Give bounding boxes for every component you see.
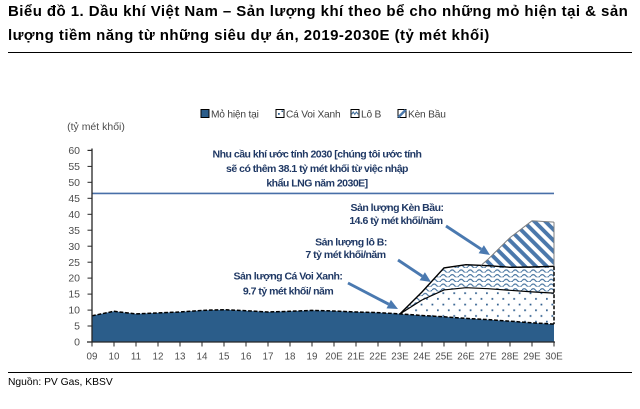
- svg-text:Mỏ hiện tại: Mỏ hiện tại: [211, 109, 259, 121]
- svg-text:26E: 26E: [457, 352, 475, 363]
- svg-text:15: 15: [219, 352, 230, 363]
- svg-text:10: 10: [109, 352, 120, 363]
- svg-text:28E: 28E: [501, 352, 519, 363]
- svg-text:25E: 25E: [435, 352, 453, 363]
- svg-text:20: 20: [68, 273, 80, 285]
- svg-text:40: 40: [68, 209, 80, 221]
- svg-text:30: 30: [68, 241, 80, 253]
- svg-text:Sản lượng Kèn Bầu:: Sản lượng Kèn Bầu:: [351, 202, 444, 214]
- svg-text:5: 5: [74, 321, 80, 333]
- svg-text:50: 50: [68, 177, 80, 189]
- svg-text:11: 11: [131, 352, 141, 363]
- svg-text:Nhu cầu khí ước tính 2030 [chú: Nhu cầu khí ước tính 2030 [chúng tôi ước…: [213, 149, 422, 161]
- svg-text:sẽ có thêm 38.1 tỷ mét khối từ: sẽ có thêm 38.1 tỷ mét khối từ việc nhập: [226, 163, 408, 175]
- svg-text:17: 17: [263, 352, 274, 363]
- svg-text:21E: 21E: [347, 352, 365, 363]
- svg-text:10: 10: [68, 305, 80, 317]
- svg-text:14: 14: [197, 352, 208, 363]
- svg-text:25: 25: [68, 257, 80, 269]
- svg-text:12: 12: [153, 352, 164, 363]
- svg-text:(tỷ mét khối): (tỷ mét khối): [67, 121, 125, 133]
- svg-text:22E: 22E: [369, 352, 387, 363]
- svg-text:15: 15: [68, 289, 80, 301]
- svg-text:19: 19: [307, 352, 318, 363]
- svg-text:30E: 30E: [545, 352, 563, 363]
- svg-text:16: 16: [241, 352, 252, 363]
- svg-text:khẩu LNG năm 2030E]: khẩu LNG năm 2030E]: [266, 178, 367, 190]
- svg-text:60: 60: [68, 145, 80, 157]
- svg-text:7 tỷ mét khối/năm: 7 tỷ mét khối/năm: [305, 249, 385, 261]
- svg-text:Cá Voi Xanh: Cá Voi Xanh: [286, 110, 340, 121]
- svg-text:55: 55: [68, 161, 80, 173]
- svg-text:Sản lượng lô B:: Sản lượng lô B:: [315, 237, 387, 249]
- svg-text:14.6 tỷ mét khối/năm: 14.6 tỷ mét khối/năm: [349, 215, 442, 227]
- svg-text:Kèn Bầu: Kèn Bầu: [408, 109, 446, 121]
- svg-text:20E: 20E: [325, 352, 343, 363]
- svg-text:29E: 29E: [523, 352, 541, 363]
- svg-text:27E: 27E: [479, 352, 497, 363]
- svg-text:0: 0: [74, 337, 80, 349]
- svg-text:13: 13: [175, 352, 186, 363]
- svg-text:45: 45: [68, 193, 80, 205]
- svg-text:Sản lượng Cá Voi Xanh:: Sản lượng Cá Voi Xanh:: [234, 271, 343, 283]
- svg-text:35: 35: [68, 225, 80, 237]
- svg-text:9.7 tỷ mét khối/ năm: 9.7 tỷ mét khối/ năm: [243, 286, 334, 298]
- svg-text:24E: 24E: [413, 352, 431, 363]
- svg-text:09: 09: [87, 352, 98, 363]
- svg-text:18: 18: [285, 352, 296, 363]
- svg-text:23E: 23E: [391, 352, 409, 363]
- svg-text:Lô B: Lô B: [361, 110, 382, 121]
